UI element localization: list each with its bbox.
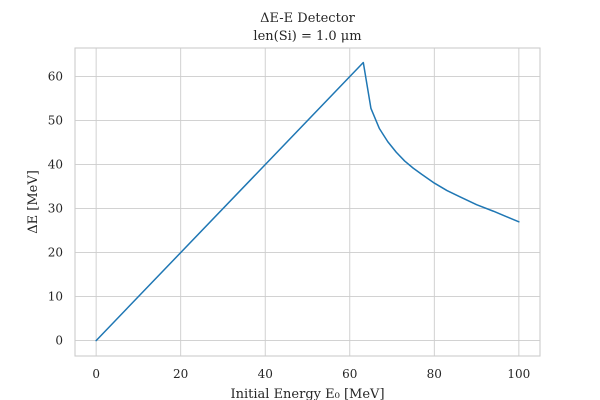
x-tick-label: 80 (427, 367, 442, 381)
grid (75, 48, 540, 356)
plot-frame (74, 47, 541, 357)
y-tick-label: 50 (48, 114, 63, 128)
x-tick-label: 0 (92, 367, 100, 381)
x-axis-label: Initial Energy E₀ [MeV] (230, 387, 384, 400)
y-tick-labels: 0 10 20 30 40 50 60 (48, 70, 63, 348)
y-tick-label: 20 (48, 246, 63, 260)
x-tick-label: 40 (258, 367, 273, 381)
y-axis-label: ΔE [MeV] (26, 170, 41, 234)
series-line-0 (95, 61, 520, 342)
chart-title: ΔE-E Detector (260, 11, 355, 26)
chart-subtitle: len(Si) = 1.0 μm (253, 29, 361, 44)
series-group (95, 61, 520, 342)
y-tick-label: 40 (48, 158, 63, 172)
x-tick-label: 100 (507, 367, 530, 381)
x-tick-label: 60 (342, 367, 357, 381)
y-tick-label: 60 (48, 70, 63, 84)
y-tick-label: 30 (48, 202, 63, 216)
y-tick-label: 0 (55, 334, 63, 348)
x-tick-label: 20 (173, 367, 188, 381)
x-tick-labels: 0 20 40 60 80 100 (92, 367, 530, 381)
y-tick-label: 10 (48, 290, 63, 304)
